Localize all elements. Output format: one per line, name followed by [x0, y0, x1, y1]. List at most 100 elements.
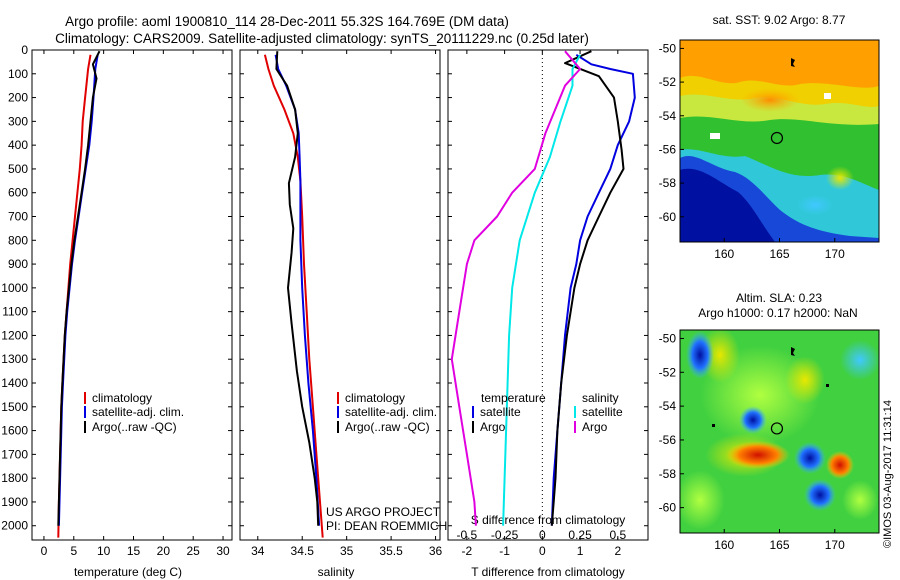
series-line-climatology: [57, 54, 92, 538]
x-tick-label: 10: [97, 544, 111, 558]
difference-legend-temperature: temperature satellite Argo: [472, 391, 546, 434]
series-line-temperature-argo: [550, 50, 625, 526]
depth-tick-label: 0: [21, 43, 28, 57]
depth-tick-label: 500: [8, 162, 28, 176]
legend-label-temp-satellite: satellite: [480, 405, 521, 419]
x-tick-label: 35: [340, 544, 354, 558]
x-tick-label: 0: [41, 544, 48, 558]
difference-axis-label: T difference from climatology: [471, 565, 625, 579]
depth-tick-label: 900: [8, 257, 28, 271]
sla-map-image: [680, 330, 879, 533]
difference-legend-salinity: salinity satellite Argo: [574, 391, 623, 434]
salinity-axis-label: salinity: [318, 565, 355, 579]
x-tick-label: -1: [499, 544, 510, 558]
map-lat-label: -54: [659, 109, 677, 123]
series-line-argo-raw-qc: [57, 50, 101, 526]
temperature-plot-frame: [31, 49, 233, 541]
x-tick-label: 2: [614, 544, 621, 558]
legend-label-temp-argo: Argo: [480, 420, 506, 434]
depth-tick-label: 1300: [1, 352, 28, 366]
legend-title-salinity: salinity: [582, 391, 619, 405]
legend-title-temperature: temperature: [481, 391, 546, 405]
depth-tick-label: 1100: [2, 305, 28, 319]
x-tick-label: 25: [187, 544, 201, 558]
map-lat-label: -56: [659, 433, 677, 447]
map-lat-label: -60: [659, 210, 677, 224]
x-tick-label: 1: [577, 544, 584, 558]
map-lon-label: 160: [714, 538, 734, 552]
map-lon-label: 165: [769, 247, 789, 261]
sla-map-axes: -50 -52 -54 -56 -58 -60 160 165 170: [659, 331, 845, 552]
s-tick-label: 0.25: [568, 528, 592, 542]
depth-tick-label: 1500: [1, 400, 28, 414]
map-lat-label: -52: [659, 75, 677, 89]
depth-tick-label: 1600: [1, 424, 28, 438]
series-line-satellite-adj-clim: [57, 54, 99, 526]
depth-tick-label: 1800: [1, 471, 28, 485]
depth-tick-label: 1200: [1, 328, 28, 342]
x-tick-label: 20: [157, 544, 171, 558]
s-tick-label: 0: [539, 528, 546, 542]
sst-map-title: sat. SST: 9.02 Argo: 8.77: [713, 13, 846, 27]
depth-tick-label: 600: [8, 186, 28, 200]
legend-label-climatology: climatology: [345, 391, 405, 405]
temperature-axis-label: temperature (deg C): [74, 565, 182, 579]
salinity-plot-frame: [239, 49, 441, 541]
depth-tick-label: 400: [8, 138, 28, 152]
series-line-salinity-argo: [450, 50, 582, 526]
salinity-difference-axis-label: S difference from climatology: [471, 513, 626, 527]
map-lat-label: -50: [659, 331, 677, 345]
depth-tick-label: 1000: [1, 281, 28, 295]
credit-text: ©IMOS 03-Aug-2017 11:31:14: [882, 400, 894, 548]
map-lat-label: -58: [659, 467, 677, 481]
depth-tick-label: 800: [8, 233, 28, 247]
temperature-series-lines: [57, 50, 101, 538]
x-tick-label: 0: [539, 544, 546, 558]
difference-x-axis: -2 -1 0 1 2 -0.5 -0.25 0 0.25 0.5: [457, 50, 626, 558]
x-tick-label: 15: [127, 544, 141, 558]
salinity-legend: climatology satellite-adj. clim. Argo(..…: [337, 391, 437, 434]
map-lat-label: -54: [659, 399, 677, 413]
map-lat-label: -56: [659, 142, 677, 156]
depth-axis: 0 100 200 300 400 500 600 700 800 900 1000 1100 1200…: [1, 43, 648, 533]
legend-label-sal-satellite: satellite: [582, 405, 623, 419]
x-tick-label: 30: [216, 544, 230, 558]
depth-tick-label: 2000: [1, 519, 28, 533]
sst-map-markers: [710, 58, 831, 139]
legend-label-argo: Argo(..raw -QC): [345, 420, 430, 434]
x-tick-label: 34.5: [291, 544, 315, 558]
x-tick-label: -2: [462, 544, 473, 558]
map-lat-label: -58: [659, 176, 677, 190]
s-tick-label: 0.5: [609, 528, 626, 542]
sla-map-subtitle: Argo h1000: 0.17 h2000: NaN: [698, 306, 857, 320]
s-tick-label: -0.25: [491, 528, 519, 542]
x-tick-label: 34: [251, 544, 265, 558]
series-line-argo-raw-qc: [275, 51, 320, 526]
legend-label-satellite: satellite-adj. clim.: [92, 405, 184, 419]
temperature-x-axis: 0 5 10 15 20 25 30: [41, 50, 230, 558]
map-lon-label: 170: [825, 538, 845, 552]
map-lat-label: -50: [659, 41, 677, 55]
legend-label-argo: Argo(..raw -QC): [92, 420, 177, 434]
sst-map-axes: -50 -52 -54 -56 -58 -60 160 165 170: [659, 41, 845, 261]
legend-label-climatology: climatology: [92, 391, 152, 405]
map-lat-label: -60: [659, 501, 677, 515]
temperature-legend: climatology satellite-adj. clim. Argo(..…: [84, 391, 184, 434]
depth-tick-label: 1900: [1, 495, 28, 509]
project-annotation: US ARGO PROJECT: [326, 505, 441, 519]
legend-label-satellite: satellite-adj. clim.: [345, 405, 437, 419]
sla-map-title: Altim. SLA: 0.23: [736, 291, 822, 305]
depth-tick-label: 700: [8, 210, 28, 224]
pi-annotation: PI: DEAN ROEMMICH: [326, 519, 447, 533]
depth-tick-label: 1700: [1, 447, 28, 461]
sst-float-position-marker: [770, 131, 784, 145]
difference-series-lines: [450, 50, 636, 526]
s-tick-label: -0.5: [457, 528, 478, 542]
series-line-climatology: [263, 54, 324, 538]
salinity-x-axis: 34 34.5 35 35.5 36: [251, 50, 443, 558]
depth-tick-label: 1400: [1, 376, 28, 390]
sla-map-markers: [712, 347, 829, 427]
depth-tick-label: 300: [8, 114, 28, 128]
figure-subtitle: Climatology: CARS2009. Satellite-adjuste…: [55, 31, 589, 46]
